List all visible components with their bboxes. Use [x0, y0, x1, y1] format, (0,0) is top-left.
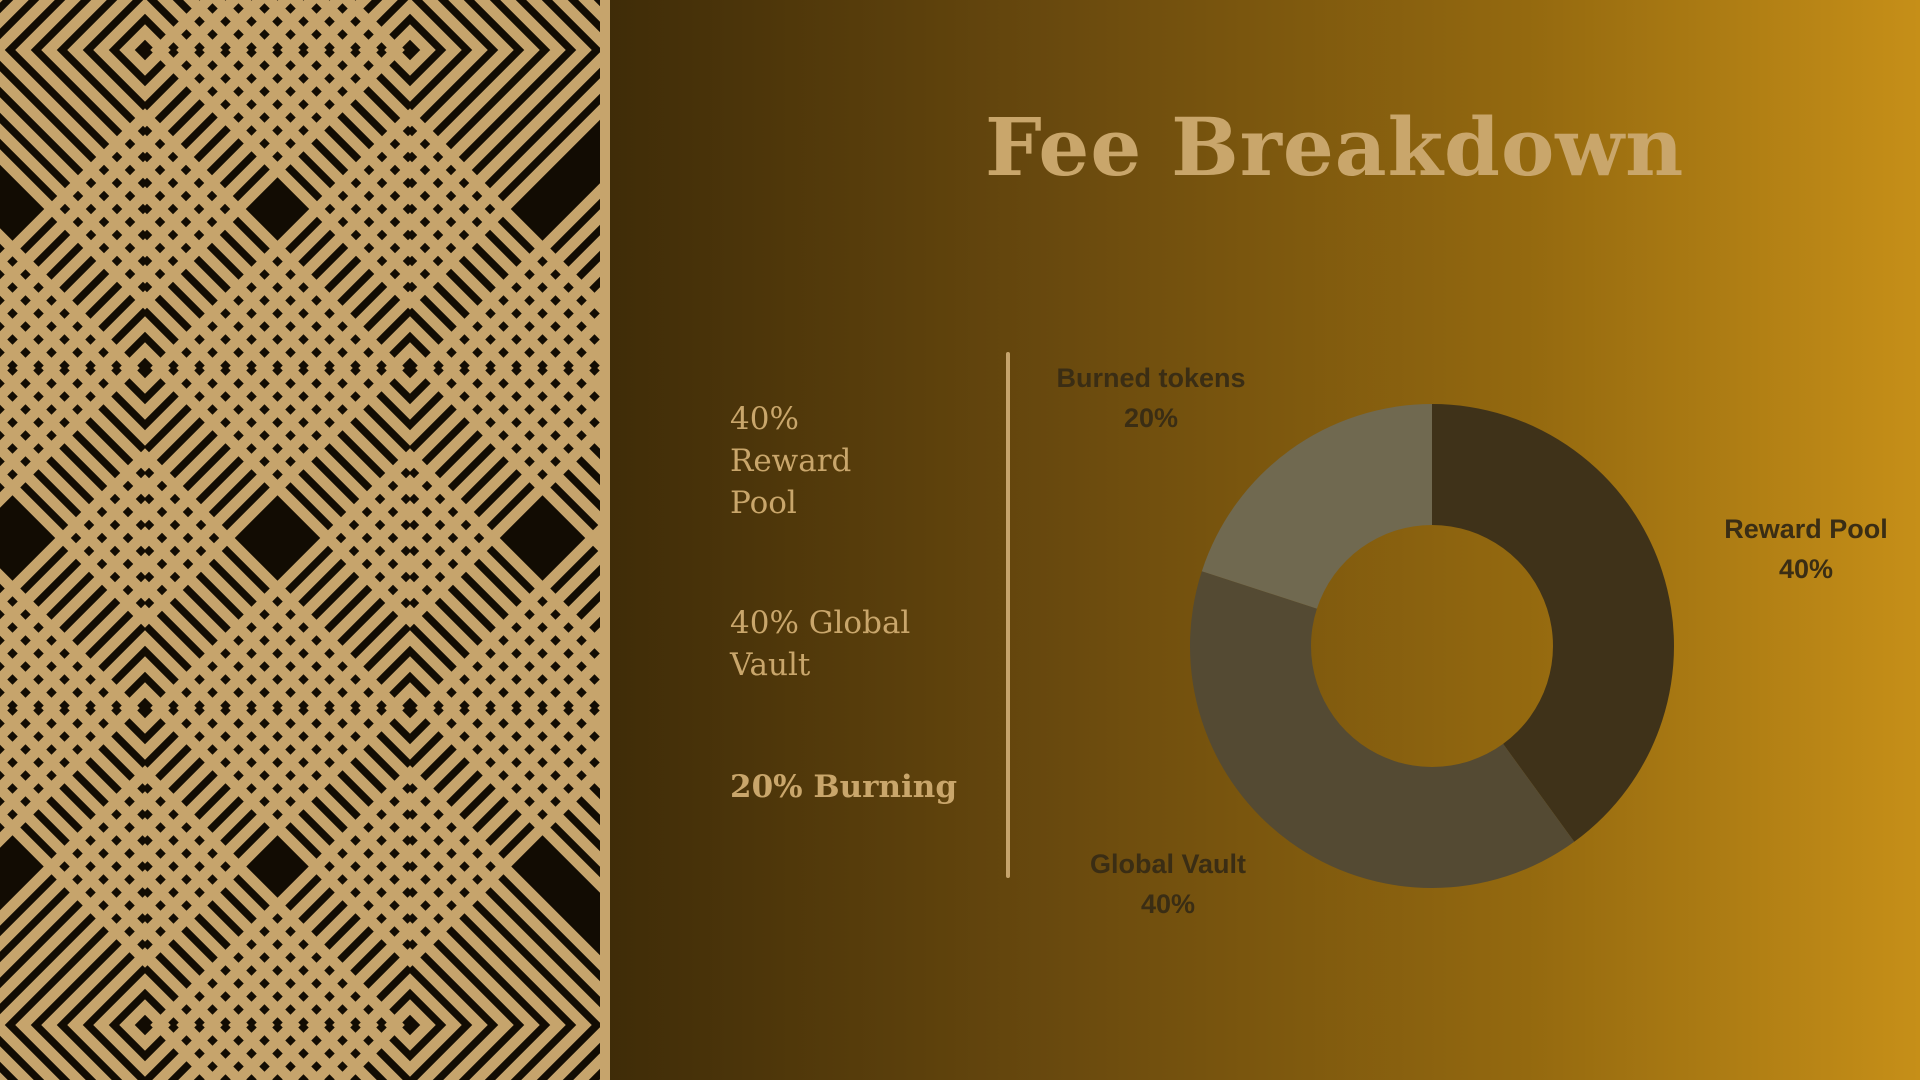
slice-label-value: 40%: [1779, 554, 1833, 584]
legend-item-reward-pool: 40% Reward Pool: [730, 401, 852, 521]
pattern-diamond: [519, 627, 600, 789]
pattern-diamond: [0, 594, 114, 822]
donut-slice-burned-tokens: [1201, 404, 1432, 609]
pattern-diamond: [441, 549, 600, 867]
pattern-diamond: [0, 791, 379, 1080]
pattern-diamond: [0, 568, 140, 848]
pattern-diamond: [0, 134, 379, 602]
slice-label-name: Burned tokens: [1056, 363, 1245, 393]
pattern-diamond: [384, 999, 436, 1051]
pattern-diamond: [0, 620, 88, 796]
pattern-diamond: [519, 287, 600, 449]
slice-label-value: 40%: [1141, 889, 1195, 919]
pattern-diamond: [228, 843, 592, 1080]
pattern-diamond: [358, 0, 462, 102]
legend-item-burning: 20% Burning: [730, 769, 957, 805]
pattern-diamond: [493, 261, 600, 475]
pattern-diamond: [254, 869, 566, 1080]
panel-divider: [600, 0, 610, 1080]
pattern-diamond: [467, 235, 600, 501]
page-title: Fee Breakdown: [985, 100, 1685, 194]
pattern-diamond: [176, 791, 600, 1080]
diamond-pattern-graphic: [0, 0, 600, 1080]
decorative-diamond-pattern: [0, 0, 600, 1080]
pattern-diamond: [280, 895, 540, 1080]
pattern-diamond: [0, 254, 114, 482]
pattern-diamond: [415, 183, 600, 553]
pattern-diamond: [254, 212, 566, 524]
pattern-diamond: [176, 134, 600, 602]
pattern-diamond: [493, 601, 600, 815]
pattern-diamond: [0, 228, 140, 508]
pattern-diamond: [441, 209, 600, 527]
pattern-diamond: [0, 280, 88, 456]
pattern-diamond: [358, 973, 462, 1077]
vertical-divider: [1006, 352, 1010, 878]
pattern-diamond: [332, 947, 488, 1080]
pattern-diamond: [67, 947, 223, 1080]
pattern-diamond: [545, 653, 600, 763]
slice-label-name: Global Vault: [1090, 849, 1246, 879]
pattern-diamond: [384, 24, 436, 76]
donut-slice-global-vault: [1190, 571, 1575, 888]
slice-label-name: Reward Pool: [1724, 514, 1888, 544]
pattern-diamond: [545, 313, 600, 423]
pattern-diamond: [415, 523, 600, 893]
pattern-diamond: [332, 290, 488, 446]
pattern-diamond: [67, 290, 223, 446]
slice-label-value: 20%: [1124, 403, 1178, 433]
pattern-diamond: [202, 817, 600, 1080]
pattern-diamond: [306, 921, 514, 1080]
legend-item-global-vault: 40% Global Vault: [730, 605, 911, 683]
donut-slice-reward-pool: [1432, 404, 1674, 842]
pattern-diamond: [467, 575, 600, 841]
pattern-diamond: [150, 765, 600, 1080]
pattern-diamond: [0, 869, 301, 1080]
pattern-diamond: [0, 212, 301, 524]
